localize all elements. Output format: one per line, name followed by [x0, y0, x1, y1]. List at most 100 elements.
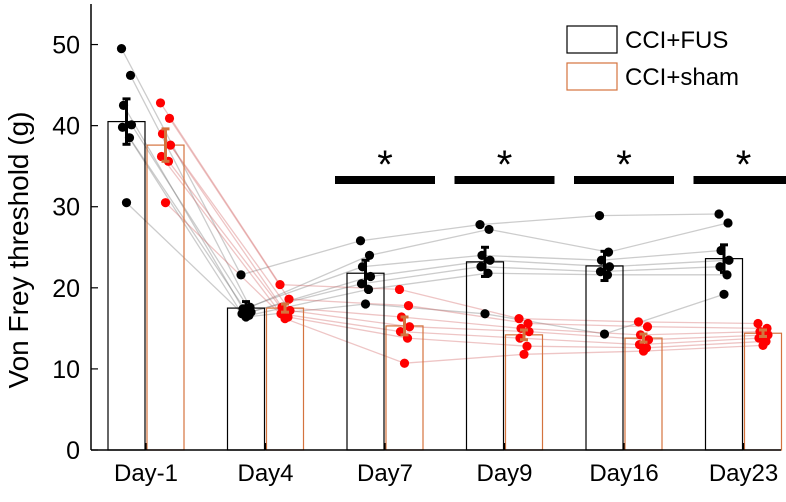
x-tick-label-day7: Day7 [357, 460, 413, 487]
data-point-fus-day7-4 [365, 271, 376, 282]
subject-line-fus-7 [126, 202, 725, 335]
significance-day23: * [693, 143, 786, 187]
data-point-fus-day7-1 [355, 236, 366, 246]
data-point-sham-day7-2 [403, 301, 414, 311]
bar-cci-fus-day4 [226, 307, 266, 451]
subject-lines [120, 48, 769, 364]
data-point-fus-day23-4 [724, 255, 734, 265]
error-bar-fus-day16 [600, 249, 609, 283]
data-point-fus-day4-1 [236, 270, 246, 280]
data-point-fus-day-1-2 [125, 70, 136, 80]
subject-line-sham-6 [167, 160, 767, 349]
error-bar-fus-day23 [720, 243, 728, 274]
data-point-fus-day-1-1 [116, 44, 127, 54]
significance-star: * [616, 143, 632, 187]
axes: 0 10 20 30 40 50 Day-1 Day4 Day7 Day9 Day16 Day23 [52, 4, 781, 487]
y-tick-label-40: 40 [52, 113, 80, 141]
data-point-fus-day-1-5 [117, 122, 128, 132]
x-tick-label-day-1: Day-1 [114, 460, 178, 487]
legend-label: CCI+FUS [625, 27, 728, 54]
error-bar-fus-day7 [361, 258, 370, 288]
significance-star: * [736, 143, 752, 187]
x-tick-label-day23: Day23 [709, 460, 778, 487]
error-bar-sham-day7 [400, 315, 409, 337]
error-bars [122, 97, 767, 344]
data-point-fus-day23-1 [714, 209, 724, 219]
significance-bar [574, 176, 674, 184]
subject-line-fus-6 [128, 137, 727, 317]
data-point-fus-day9-5 [476, 262, 486, 272]
data-point-sham-day9-1 [514, 314, 524, 324]
error-bar-sham-day9 [520, 328, 528, 342]
y-tick-label-30: 30 [52, 194, 80, 222]
x-tick-label-day16: Day16 [589, 460, 658, 487]
data-point-sham-day-1-2 [164, 113, 175, 123]
significance-day9: * [454, 143, 555, 187]
significance-markers: * * * * [335, 143, 786, 187]
legend-swatch [566, 62, 618, 91]
y-tick-label-50: 50 [52, 32, 80, 60]
subject-line-sham-3 [161, 133, 761, 336]
data-point-sham-day-1-5 [156, 151, 167, 162]
data-point-sham-day23-7 [758, 340, 768, 350]
significance-day16: * [574, 143, 674, 187]
y-tick-label-10: 10 [52, 356, 80, 384]
error-bar-sham-day23 [759, 328, 767, 338]
data-point-fus-day7-7 [360, 299, 371, 309]
data-point-sham-day-1-4 [165, 140, 176, 150]
bar-cci-sham-day7 [385, 325, 424, 451]
legend-swatch [566, 25, 618, 54]
data-point-sham-day4-1 [275, 279, 285, 290]
subject-line-fus-4 [130, 124, 730, 313]
x-tick-label-day4: Day4 [237, 460, 293, 487]
error-bar-fus-day9 [481, 245, 489, 278]
y-tick-label-0: 0 [66, 437, 80, 465]
data-point-sham-day7-4 [404, 322, 415, 332]
bars [107, 120, 783, 451]
subject-line-fus-3 [122, 105, 722, 310]
data-point-fus-day16-7 [599, 329, 610, 339]
data-point-fus-day23-2 [723, 218, 733, 228]
legend: CCI+FUS CCI+sham [566, 25, 739, 91]
significance-star: * [377, 143, 393, 187]
subject-line-fus-2 [129, 75, 729, 309]
data-point-fus-day-1-4 [126, 120, 137, 130]
subject-line-sham-5 [160, 156, 760, 346]
subject-line-fus-1 [120, 48, 720, 276]
data-point-sham-day7-1 [394, 284, 405, 295]
data-point-fus-day9-4 [485, 255, 495, 265]
error-bar-fus-day-1 [122, 97, 131, 146]
data-point-sham-day23-1 [753, 318, 763, 329]
data-point-fus-day9-7 [480, 309, 490, 319]
data-point-fus-day16-1 [594, 211, 605, 221]
bar-cci-fus-day16 [585, 265, 624, 451]
bar-cci-fus-day-1 [107, 120, 146, 451]
bar-cci-sham-day4 [265, 307, 305, 451]
data-point-fus-day7-2 [364, 250, 375, 260]
subject-line-sham-1 [159, 102, 759, 325]
legend-label: CCI+sham [625, 64, 739, 91]
data-point-sham-day9-4 [524, 327, 534, 337]
data-point-fus-day9-2 [484, 224, 494, 235]
data-point-sham-day7-7 [399, 358, 410, 368]
data-points [116, 44, 773, 368]
data-point-fus-day16-5 [595, 267, 606, 277]
data-point-sham-day9-7 [519, 349, 529, 359]
significance-bar [335, 176, 435, 184]
data-point-fus-day9-1 [475, 219, 485, 230]
error-bar-sham-day4 [281, 302, 289, 314]
x-tick-label-day9: Day9 [476, 460, 532, 487]
error-bar-fus-day4 [242, 300, 250, 317]
error-bar-sham-day16 [639, 332, 648, 344]
data-point-sham-day16-2 [642, 322, 653, 332]
significance-bar [693, 176, 786, 184]
data-point-sham-day16-1 [633, 317, 644, 327]
data-point-sham-day9-2 [523, 318, 533, 329]
data-point-sham-day9-6 [522, 341, 532, 351]
data-point-sham-day4-2 [284, 294, 294, 304]
data-point-fus-day-1-7 [121, 198, 132, 208]
subject-line-sham-2 [168, 117, 768, 330]
y-axis-label: Von Frey threshold (g) [3, 111, 34, 388]
data-point-sham-day-1-1 [155, 98, 166, 108]
